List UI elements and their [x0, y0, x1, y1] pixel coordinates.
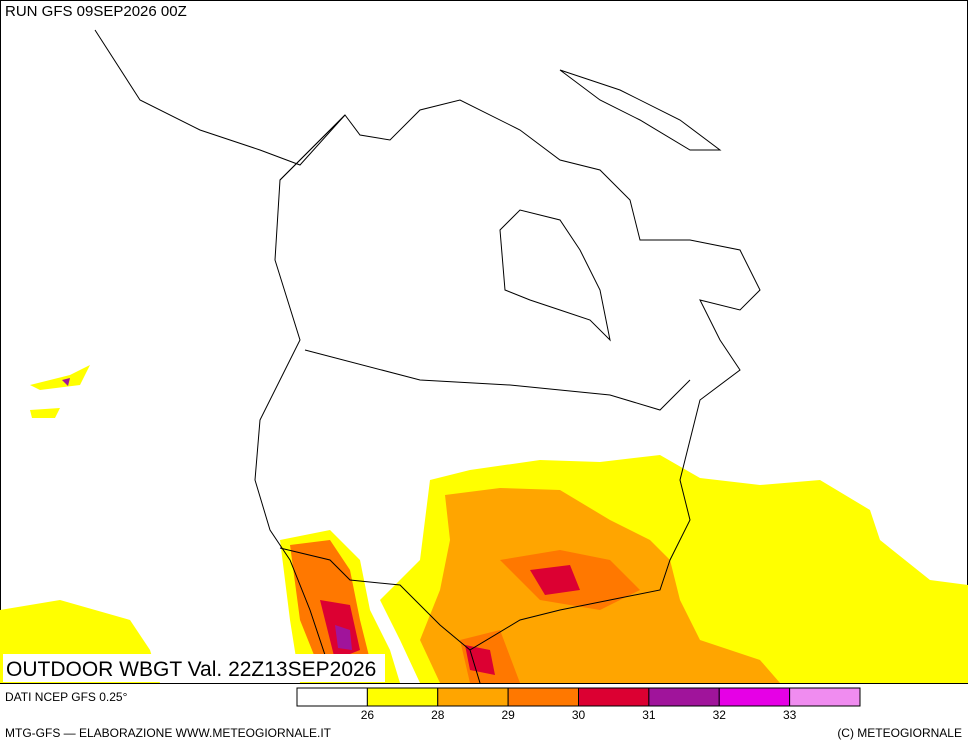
legend-swatch	[507, 687, 579, 707]
color-legend: 26 28 29 30 31 32 33	[296, 687, 861, 722]
legend-swatch	[437, 687, 509, 707]
legend-label: 30	[572, 708, 586, 722]
greenland	[559, 69, 722, 151]
legend-label: 32	[713, 708, 727, 722]
heat-yellow	[30, 365, 90, 418]
legend-label: 33	[783, 708, 797, 722]
border	[279, 114, 346, 181]
legend-label: 26	[361, 708, 375, 722]
run-label: RUN GFS 09SEP2026 00Z	[5, 3, 187, 20]
legend-swatch	[648, 687, 720, 707]
footer-left: MTG-GFS — ELABORAZIONE WWW.METEOGIORNALE…	[5, 726, 332, 740]
heat-red	[320, 565, 580, 675]
footer-right: (C) METEOGIORNALE	[837, 726, 962, 740]
coastline	[254, 114, 346, 671]
legend-swatch	[366, 687, 439, 707]
border	[304, 349, 691, 411]
legend-swatch	[718, 687, 791, 707]
legend-swatch	[578, 687, 650, 707]
caption-box	[3, 654, 385, 682]
border	[279, 547, 471, 651]
legend-label: 29	[501, 708, 515, 722]
legend-swatch	[296, 687, 368, 707]
map-caption: OUTDOOR WBGT Val. 22Z13SEP2026	[6, 658, 376, 681]
source-label: DATI NCEP GFS 0.25°	[5, 690, 128, 704]
hudson-bay	[499, 209, 611, 342]
legend-label: 28	[431, 708, 445, 722]
legend-label: 31	[642, 708, 656, 722]
heat-dark-orange	[460, 550, 640, 683]
map-area: RUN GFS 09SEP2026 00Z OUTDOOR WBGT Val. …	[0, 0, 968, 684]
coastline	[94, 29, 761, 684]
legend-swatch	[789, 687, 861, 707]
